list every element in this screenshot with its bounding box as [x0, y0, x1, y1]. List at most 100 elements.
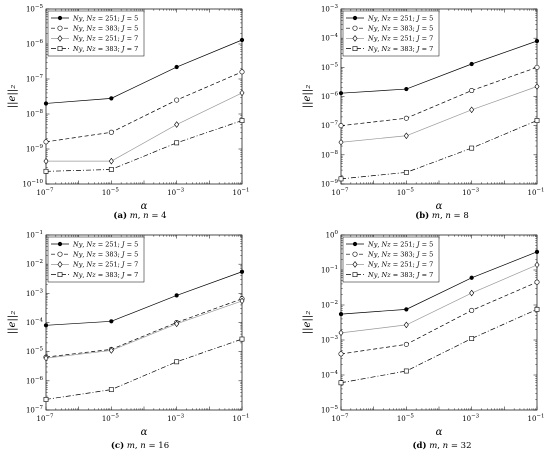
y-tick-label: 10−5 — [26, 4, 44, 14]
data-point — [534, 38, 540, 44]
series-line — [340, 264, 538, 334]
legend-entry: Ny, Nz = 251; J = 5 — [51, 14, 138, 22]
series-line — [340, 40, 538, 94]
subplot-c: 10−7 10−5 10−3 10−1 10−7 10−6 10−5 10−4 10−3 10−2… — [7, 230, 250, 451]
data-point — [403, 169, 409, 175]
legend-marker — [352, 25, 358, 31]
legend-marker — [57, 46, 63, 51]
data-point — [43, 139, 49, 145]
legend-marker — [57, 241, 63, 247]
legend-label: Ny, Nz = 251; J = 5 — [72, 14, 138, 22]
series-line — [340, 281, 538, 355]
series-4 — [338, 306, 540, 386]
y-tick-label: 10−10 — [22, 179, 43, 189]
data-point — [174, 121, 180, 128]
series-line — [340, 86, 538, 143]
y-tick-label: 10−7 — [26, 74, 44, 84]
x-tick-label: 10−1 — [232, 188, 249, 198]
data-point — [239, 336, 245, 342]
data-point — [338, 311, 344, 317]
x-tick-label: 10−7 — [36, 188, 54, 198]
legend-entry: Ny, Nz = 251; J = 7 — [346, 261, 433, 269]
y-tick-label: 10−5 — [321, 405, 339, 415]
x-tick-label: 10−7 — [331, 188, 349, 198]
data-point — [534, 249, 540, 254]
legend-entry: Ny, Nz = 251; J = 7 — [346, 35, 433, 43]
legend-entry: Ny, Nz = 383; J = 5 — [346, 251, 433, 259]
y-tick-label: 10−1 — [26, 230, 43, 240]
subplot-caption: (c) m, n = 16 — [111, 440, 169, 451]
series-1 — [43, 269, 245, 328]
data-point — [108, 167, 114, 172]
data-point — [239, 89, 245, 97]
legend-marker — [352, 251, 358, 257]
data-point — [338, 91, 344, 96]
data-point — [534, 279, 540, 285]
plot-frame — [340, 234, 538, 411]
data-point — [469, 336, 475, 341]
data-point — [534, 261, 540, 269]
legend-entry: Ny, Nz = 383; J = 7 — [51, 271, 138, 279]
data-point — [109, 96, 114, 101]
subplot-caption: (d) m, n = 32 — [413, 440, 472, 451]
data-point — [239, 297, 245, 305]
subplot-a: 10−7 10−5 10−3 10−1 10−10 10−9 10−8 10−7 10−6 10−… — [7, 4, 250, 221]
y-tick-label: 10−3 — [26, 288, 44, 298]
y-axis-label: ||e||₂ — [302, 85, 313, 108]
data-point — [43, 397, 49, 402]
x-tick-label: 10−3 — [462, 188, 480, 198]
data-point — [469, 61, 474, 67]
legend-label: Ny, Nz = 383; J = 7 — [367, 45, 433, 53]
legend-entry: Ny, Nz = 251; J = 7 — [51, 35, 138, 43]
y-tick-label: 10−6 — [26, 39, 44, 49]
x-tick-label: 10−3 — [167, 188, 185, 198]
y-tick-label: 10−3 — [321, 335, 339, 345]
legend-entry: Ny, Nz = 383; J = 5 — [346, 25, 433, 33]
legend-marker — [352, 241, 358, 247]
legend-entry: Ny, Nz = 251; J = 5 — [346, 14, 433, 22]
y-tick-label: 10−4 — [321, 370, 339, 380]
legend-entry: Ny, Nz = 251; J = 5 — [51, 240, 138, 248]
data-point — [239, 118, 245, 123]
series-line — [340, 67, 538, 127]
data-point — [469, 106, 475, 114]
data-point — [239, 69, 245, 75]
legend-label: Ny, Nz = 251; J = 5 — [72, 240, 138, 248]
data-point — [43, 323, 49, 328]
legend-marker — [57, 15, 63, 21]
x-tick-label: 10−5 — [102, 188, 120, 198]
data-point — [403, 341, 409, 347]
x-tick-label: 10−1 — [527, 414, 544, 424]
y-tick-label: 10−2 — [321, 300, 338, 310]
legend-label: Ny, Nz = 251; J = 7 — [72, 35, 138, 43]
data-point — [108, 157, 114, 165]
data-point — [108, 387, 114, 393]
x-tick-label: 10−3 — [167, 414, 185, 424]
legend-label: Ny, Nz = 383; J = 5 — [72, 251, 138, 259]
series-2 — [43, 69, 245, 145]
y-tick-label: 10−2 — [26, 259, 43, 269]
series-line — [45, 71, 243, 143]
series-line — [45, 271, 243, 326]
series-3 — [338, 261, 540, 337]
y-axis-label: ||e||₂ — [7, 85, 18, 108]
data-point — [404, 307, 409, 312]
data-point — [534, 306, 540, 312]
x-axis-label: α — [141, 427, 148, 438]
data-point — [534, 83, 540, 90]
y-axis-label: ||e||₂ — [7, 311, 18, 334]
data-point — [469, 275, 474, 280]
series-4 — [43, 118, 245, 174]
y-tick-label: 10−7 — [26, 405, 44, 415]
data-point — [403, 115, 409, 121]
series-line — [45, 298, 243, 358]
data-point — [174, 97, 180, 103]
x-tick-label: 10−7 — [331, 414, 349, 424]
legend: Ny, Nz = 251; J = 5 Ny, Nz = 383; J = 5 Ny… — [342, 236, 440, 283]
x-axis-label: α — [436, 201, 443, 212]
data-point — [534, 118, 540, 123]
legend-entry: Ny, Nz = 383; J = 7 — [346, 45, 433, 53]
series-line — [45, 120, 243, 172]
legend: Ny, Nz = 251; J = 5 Ny, Nz = 383; J = 5 Ny… — [47, 10, 145, 57]
